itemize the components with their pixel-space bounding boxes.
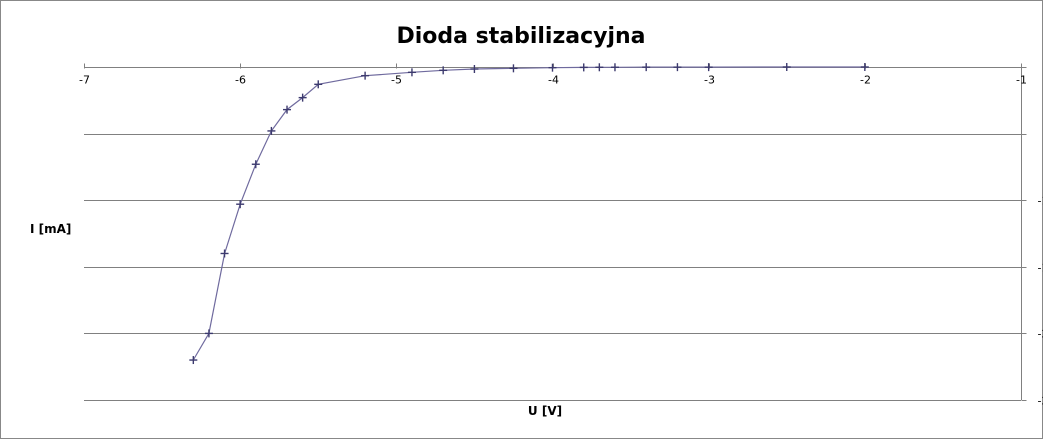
y-axis-label: I [mA] bbox=[30, 222, 71, 236]
x-axis-label: U [V] bbox=[528, 404, 562, 418]
data-point bbox=[470, 64, 479, 73]
x-tick-label: -3 bbox=[704, 74, 715, 87]
data-point bbox=[298, 93, 307, 102]
data-point bbox=[220, 249, 229, 258]
data-point bbox=[407, 68, 416, 77]
data-point bbox=[283, 105, 292, 114]
y-tick-label: -20 bbox=[1038, 328, 1043, 341]
data-point bbox=[267, 126, 276, 135]
data-point bbox=[610, 63, 619, 72]
data-point bbox=[782, 63, 791, 71]
y-tick-label: -15 bbox=[1038, 262, 1043, 275]
series-layer bbox=[189, 63, 869, 365]
x-tick-label: -5 bbox=[391, 74, 402, 87]
x-tick-label: -7 bbox=[79, 74, 90, 87]
data-point bbox=[579, 63, 588, 72]
y-tick-label: -25 bbox=[1038, 395, 1043, 408]
data-point bbox=[204, 329, 213, 338]
data-point bbox=[673, 63, 682, 72]
y-tick-label: -10 bbox=[1038, 195, 1043, 208]
data-point bbox=[314, 80, 323, 89]
x-tick-label: -2 bbox=[860, 74, 871, 87]
data-point bbox=[595, 63, 604, 72]
x-tick-label: -6 bbox=[235, 74, 246, 87]
data-point bbox=[361, 71, 370, 80]
data-point bbox=[251, 160, 260, 169]
data-point bbox=[189, 356, 198, 365]
data-point bbox=[548, 63, 557, 72]
data-point bbox=[439, 66, 448, 75]
data-point bbox=[642, 63, 651, 72]
data-point bbox=[704, 63, 713, 72]
data-point bbox=[509, 64, 518, 73]
x-tick-label: -1 bbox=[1016, 74, 1027, 87]
chart-title: Dioda stabilizacyjna bbox=[396, 24, 645, 49]
data-point bbox=[236, 200, 245, 209]
data-point bbox=[860, 63, 869, 71]
x-tick-label: -4 bbox=[548, 74, 559, 87]
